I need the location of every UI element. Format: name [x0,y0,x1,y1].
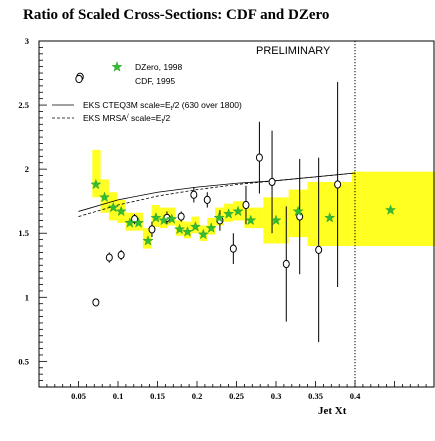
dzero-point-3 [115,205,127,217]
x-tick-label-7: 0.4 [350,391,361,401]
dzero-point-13 [197,228,209,240]
cdf-points [76,72,342,343]
band-0 [92,149,101,198]
dzero-point-20 [292,205,304,217]
y-tick-label-4: 2.5 [18,100,29,110]
cdf-point-16 [315,245,323,254]
dzero-point-16 [223,208,235,219]
cdf-point-7 [190,190,198,199]
x-tick-label-0: 0.05 [71,391,86,401]
x-tick-label-6: 0.35 [308,391,323,401]
x-tick-label-5: 0.3 [271,391,282,401]
cdf-point-17 [334,180,342,189]
x-axis-label: Jet Xt [318,405,347,417]
legend: DZero, 1998 CDF, 1995 EKS CTEQ3M scale=Et/… [52,61,242,125]
dzero-points [90,178,397,246]
mrsa-curve [78,172,356,217]
cdf-point-0 [92,298,100,307]
theory-curves [78,172,356,217]
chart-title: Ratio of Scaled Cross-Sections: CDF and … [23,7,329,23]
cdf-point-4 [148,225,156,234]
axis-ticks: 0.05 0.1 0.15 0.2 0.25 0.3 0.35 0.4 0.5 1 1.5 2 2.5 3 [18,36,435,401]
dzero-point-8 [158,214,170,226]
x-tick-label-4: 0.25 [229,391,244,401]
legend-star-icon [111,61,123,72]
dzero-point-14 [205,222,217,233]
dzero-point-15 [213,212,225,223]
dzero-point-11 [181,226,194,237]
cdf-point-1 [105,253,113,262]
dzero-point-19 [270,214,282,226]
dzero-point-7 [150,212,162,223]
cdf-point-8 [203,195,211,204]
x-tick-label-3: 0.2 [192,391,203,401]
dzero-point-2 [107,201,119,213]
dzero-point-1 [99,191,111,203]
legend-label-cdf: CDF, 1995 [135,76,175,86]
cdf-point-3 [131,215,139,224]
cdf-point-11 [242,200,250,210]
x-tick-label-1: 0.1 [113,391,124,401]
y-tick-label-5: 3 [25,36,29,46]
cteq3m-curve [78,172,356,212]
cdf-point-10 [229,244,237,253]
x-tick-label-2: 0.15 [150,391,165,401]
band-18 [244,207,264,229]
legend-circle-icon [75,74,83,84]
dzero-point-22 [385,204,397,215]
y-tick-label-2: 1.5 [18,228,29,238]
y-tick-label-3: 2 [25,164,29,174]
y-tick-label-1: 1 [25,292,29,302]
cdf-point-6 [177,212,185,221]
dzero-point-18 [245,214,257,226]
legend-label-dzero: DZero, 1998 [135,62,183,72]
cdf-point-13 [268,177,276,187]
cdf-point-2 [117,250,125,260]
legend-label-cteq3m: EKS CTEQ3M scale=Et/2 (630 over 1800) [83,100,242,112]
dzero-point-6 [142,235,154,246]
dzero-point-5 [133,217,145,228]
dzero-point-21 [324,212,336,223]
dzero-point-9 [166,213,178,224]
legend-label-mrsa: EKS MRSA/ scale=Et/2 [83,113,170,125]
dzero-point-12 [189,221,201,232]
cdf-point-12 [255,153,263,162]
dzero-point-0 [90,178,102,190]
dzero-point-10 [174,223,186,235]
cdf-point-14 [282,259,290,269]
y-tick-label-0: 0.5 [18,356,29,366]
preliminary-label: PRELIMINARY [256,45,331,57]
dzero-point-17 [232,205,244,217]
